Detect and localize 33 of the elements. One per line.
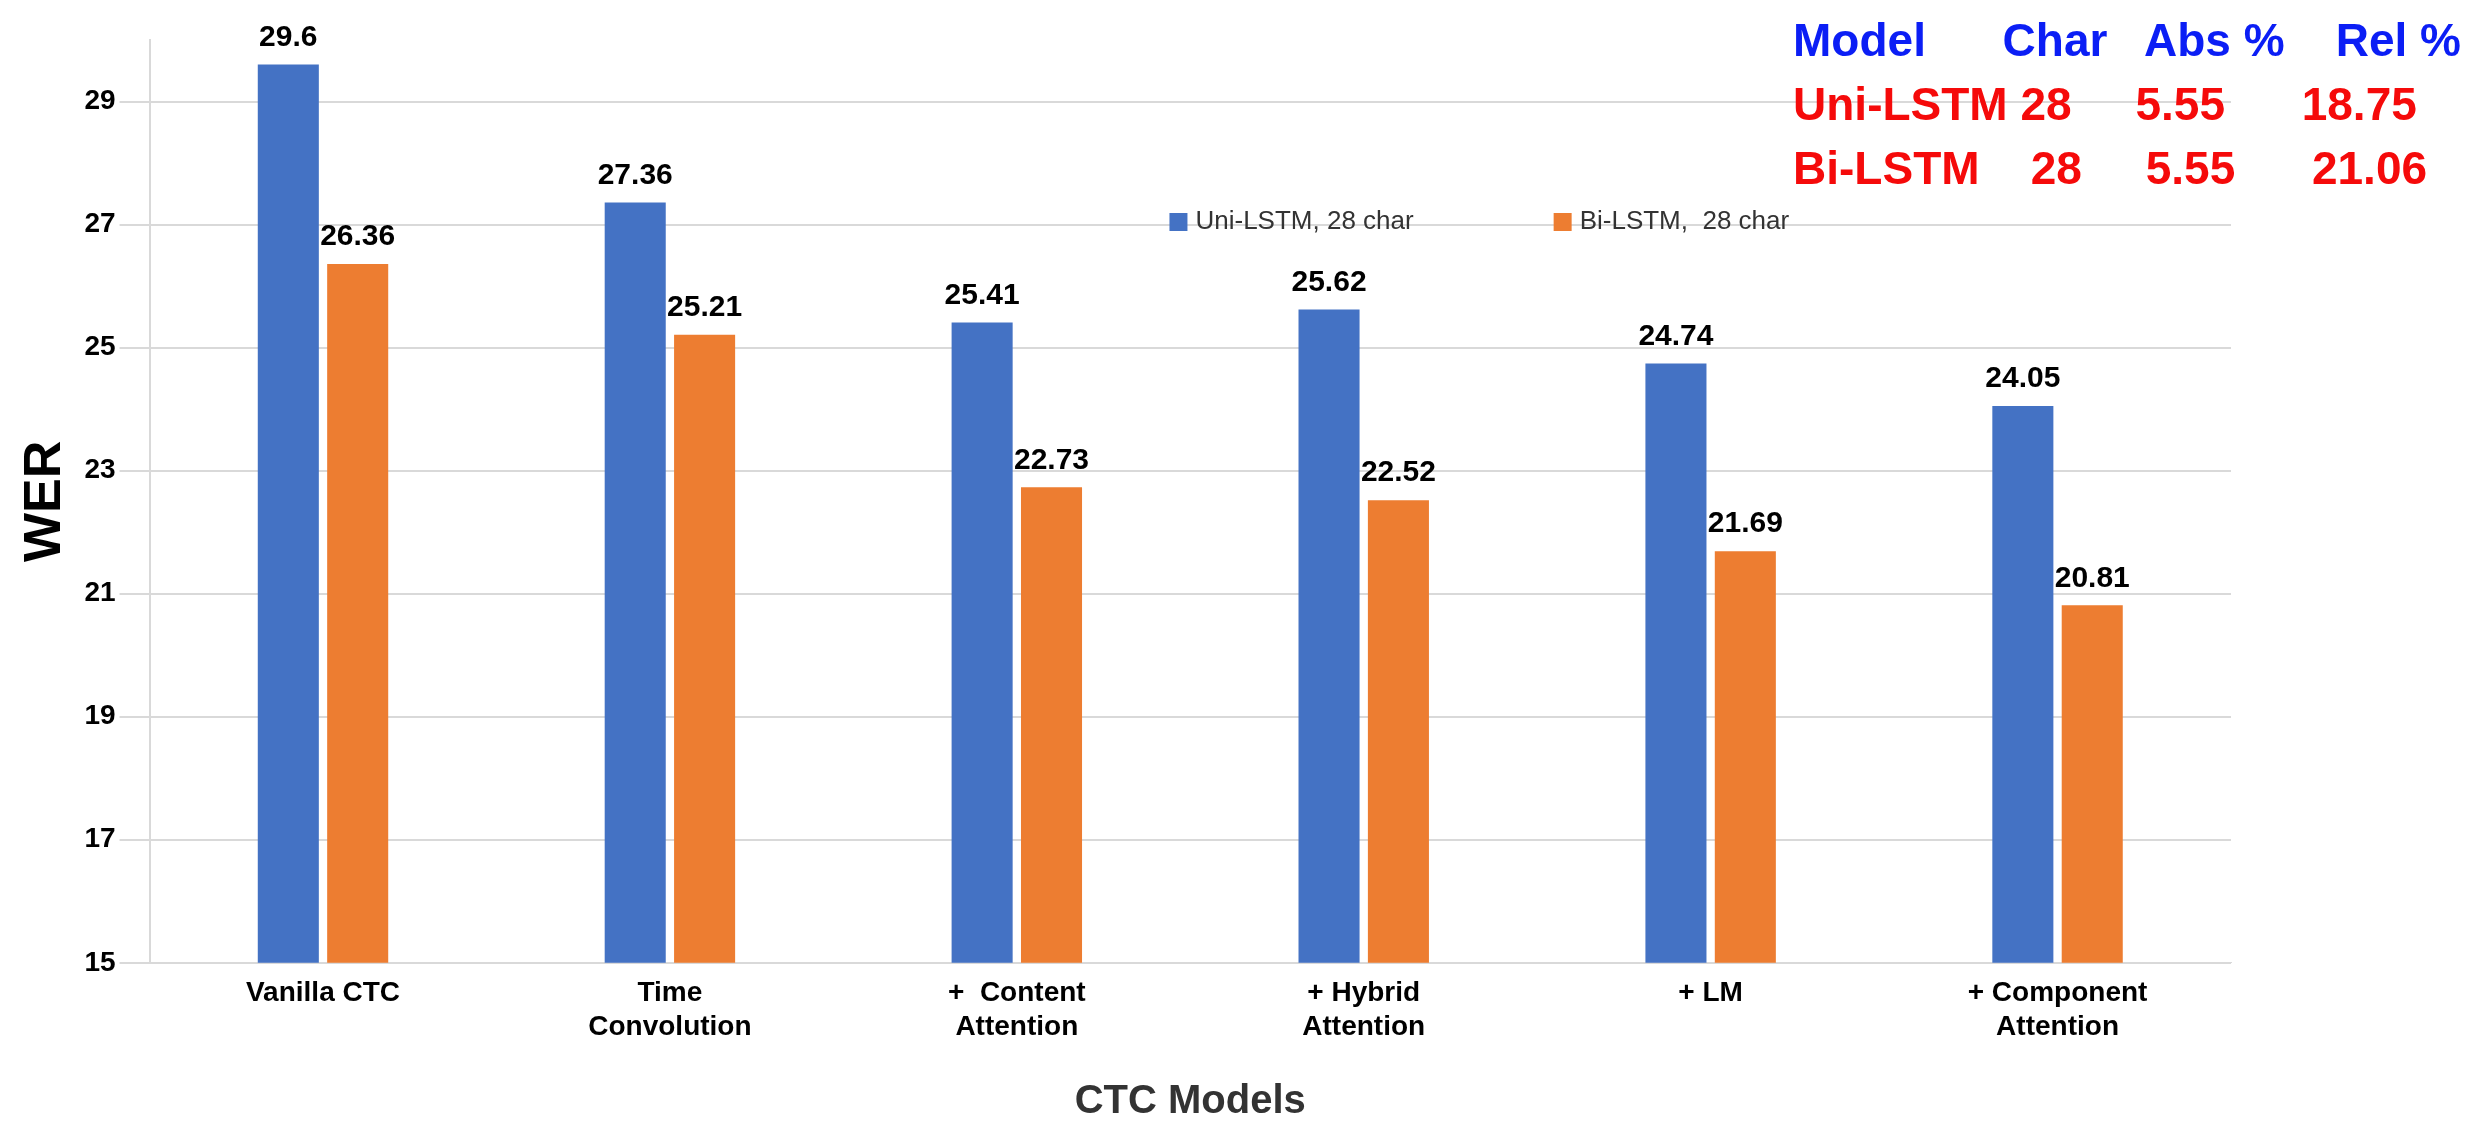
y-tick-label: 27 <box>84 207 116 239</box>
y-tick-label: 15 <box>84 945 116 977</box>
y-tick-label: 21 <box>84 576 116 608</box>
x-tick-label: Time Convolution <box>588 976 752 1041</box>
x-tick-label: + Component Attention <box>1967 976 2148 1041</box>
data-label: 24.05 <box>1985 360 2061 394</box>
y-tick-label: 23 <box>84 453 116 485</box>
x-tick-label: + LM <box>1678 976 1743 1008</box>
annotation: Model Char Abs % Rel % <box>1793 13 2461 68</box>
data-label: 27.36 <box>597 156 673 190</box>
annotation: Bi-LSTM 28 5.55 21.06 <box>1793 141 2429 196</box>
data-label: 22.73 <box>1013 441 1090 475</box>
data-label: 20.81 <box>2054 559 2130 593</box>
y-tick-label: 29 <box>84 84 116 116</box>
x-axis-title: CTC Models <box>1074 1077 1306 1122</box>
annotation: Uni-LSTM 28 5.55 18.75 <box>1793 77 2418 132</box>
data-label: 24.74 <box>1638 317 1714 351</box>
data-label: 25.62 <box>1291 263 1367 297</box>
x-tick-label: + Content Attention <box>947 976 1086 1041</box>
data-label: 29.6 <box>259 18 318 52</box>
x-tick-label: + Hybrid Attention <box>1302 976 1426 1041</box>
data-label: 25.21 <box>667 288 743 322</box>
legend-label: Uni-LSTM, 28 char <box>1195 205 1414 236</box>
x-tick-label: Vanilla CTC <box>245 976 401 1008</box>
y-tick-label: 19 <box>84 699 116 731</box>
y-tick-label: 17 <box>84 822 116 854</box>
data-label: 21.69 <box>1707 505 1783 539</box>
data-label: 25.41 <box>944 276 1020 310</box>
y-axis-title: WER <box>12 440 71 563</box>
y-tick-label: 25 <box>84 330 116 362</box>
data-label: 22.52 <box>1360 454 1436 488</box>
data-label: 26.36 <box>320 218 396 252</box>
legend-label: Bi-LSTM, 28 char <box>1579 205 1790 236</box>
